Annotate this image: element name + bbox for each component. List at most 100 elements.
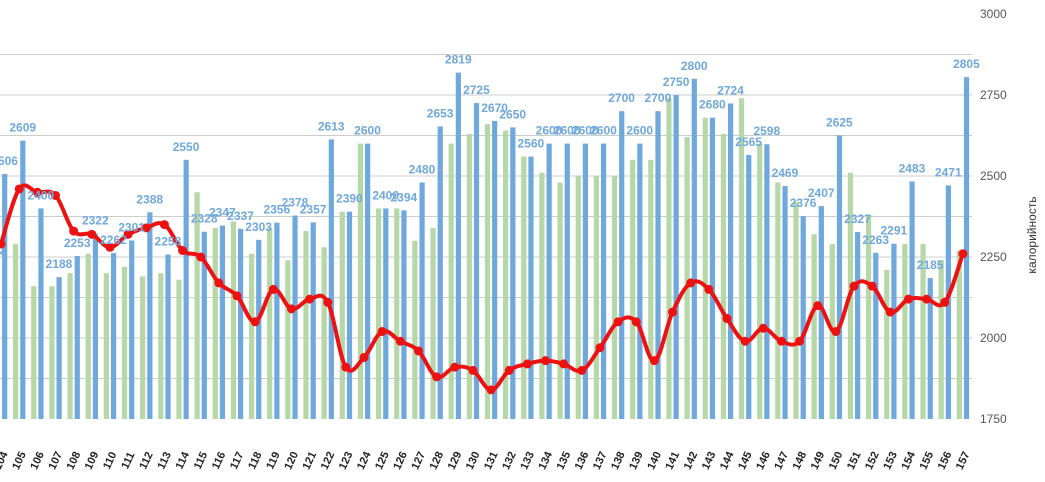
data-label: 2650: [499, 107, 526, 121]
data-label: 2262: [100, 233, 127, 247]
red-line-point: [903, 294, 913, 304]
bar-blue: [691, 78, 697, 420]
data-label: 2263: [862, 233, 889, 247]
bar-green: [267, 227, 273, 419]
bar-blue: [419, 182, 425, 419]
bar-green: [884, 269, 890, 419]
bar-blue: [963, 77, 970, 420]
y-axis-label: калорийность: [1025, 196, 1039, 273]
bar-green: [793, 201, 799, 419]
red-line-point: [196, 252, 206, 262]
red-line-point: [377, 327, 387, 337]
red-line-point: [51, 190, 61, 200]
data-label: 2347: [209, 206, 236, 220]
red-line-point: [359, 352, 369, 362]
bar-blue: [74, 256, 80, 419]
bar-green: [902, 244, 908, 419]
bar-green: [720, 133, 726, 419]
bar-green: [484, 124, 491, 419]
data-label: 2600: [626, 124, 653, 138]
red-line-point: [69, 226, 79, 236]
red-line-point: [341, 362, 351, 372]
x-tick-label: 135: [555, 450, 574, 472]
data-label: 2400: [28, 188, 55, 202]
data-label: 2185: [917, 258, 944, 272]
red-line-point: [323, 297, 333, 307]
bar-blue: [510, 127, 516, 420]
bar-green: [666, 98, 672, 420]
bar-blue: [219, 225, 226, 419]
bar-blue: [673, 95, 679, 419]
bar-green: [557, 182, 563, 419]
data-label: 2680: [699, 98, 726, 112]
bar-green: [394, 208, 400, 419]
red-line-point: [668, 307, 678, 317]
x-tick-label: 127: [409, 450, 428, 472]
y-tick-label: 3000: [980, 7, 1007, 21]
bar-blue: [728, 103, 734, 419]
red-line-point: [577, 365, 587, 375]
x-tick-label: 154: [899, 449, 918, 472]
data-label: 2322: [82, 214, 109, 228]
bar-blue: [818, 206, 824, 419]
bars: [0, 72, 970, 420]
y-tick-label: 2250: [980, 250, 1007, 264]
x-tick-label: 119: [264, 450, 282, 471]
red-line-point: [541, 356, 551, 366]
red-line-point: [105, 242, 115, 252]
data-label: 2560: [518, 137, 545, 151]
x-tick-label: 156: [936, 450, 955, 472]
red-line-point: [595, 343, 605, 353]
x-tick-label: 142: [682, 450, 701, 472]
x-tick-label: 147: [772, 450, 791, 472]
red-line-point: [286, 304, 296, 314]
data-label: 2303: [245, 220, 272, 234]
bar-blue: [437, 126, 443, 419]
bar-blue: [455, 72, 461, 420]
bar-blue: [492, 120, 498, 420]
bar-blue: [528, 156, 534, 419]
bar-blue: [891, 243, 897, 419]
data-label: 2653: [427, 106, 454, 120]
bar-blue: [346, 211, 353, 419]
data-label: 2600: [354, 124, 381, 138]
bar-blue: [92, 233, 99, 419]
bar-blue: [709, 117, 716, 420]
red-line-point: [450, 362, 460, 372]
red-line-point: [831, 327, 841, 337]
red-line-point: [686, 278, 696, 288]
y-tick-label: 2750: [980, 88, 1007, 102]
red-line-point: [795, 336, 805, 346]
bar-green: [775, 182, 781, 419]
x-tick-label: 110: [101, 450, 119, 471]
data-label: 2750: [663, 75, 690, 89]
y-axis-ticks: 1750 2000 2250 2500 2750 3000: [980, 7, 1007, 426]
bar-green: [49, 286, 55, 419]
red-line-point: [867, 281, 877, 291]
data-label: 2407: [808, 186, 835, 200]
bar-green: [920, 244, 926, 419]
bar-blue: [274, 222, 280, 419]
x-tick-label: 125: [373, 450, 392, 472]
data-label: 2613: [318, 119, 345, 133]
bar-blue: [147, 212, 153, 419]
bar-blue: [855, 232, 861, 419]
bar-green: [176, 279, 182, 419]
bar-green: [448, 143, 454, 419]
x-tick-label: 112: [137, 450, 155, 471]
bar-green: [158, 273, 164, 419]
data-label: 2258: [155, 234, 182, 248]
x-tick-label: 105: [10, 450, 29, 472]
data-label: 2598: [753, 124, 780, 138]
bar-blue: [582, 143, 589, 419]
x-tick-label: 132: [500, 450, 519, 472]
data-label: 2188: [46, 257, 73, 271]
bar-blue: [238, 228, 244, 419]
bar-green: [738, 98, 745, 420]
bar-blue: [201, 231, 207, 419]
x-tick-label: 138: [609, 450, 628, 472]
x-tick-label: 111: [119, 450, 137, 471]
red-line-point: [613, 317, 623, 327]
x-tick-label: 157: [954, 450, 973, 472]
